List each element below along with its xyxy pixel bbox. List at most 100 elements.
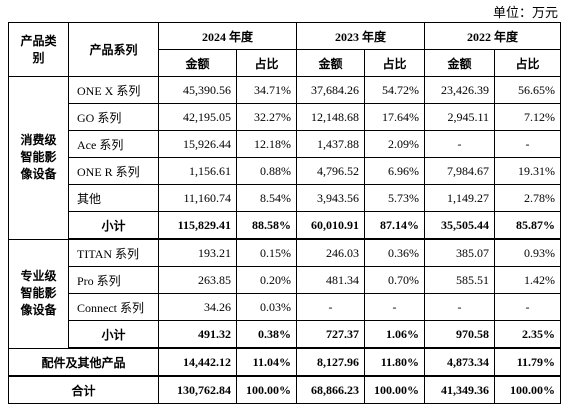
table-cell: 11.79% bbox=[494, 347, 562, 377]
table-cell: 8.54% bbox=[235, 184, 298, 212]
table-cell: 8,127.96 bbox=[296, 347, 366, 377]
table-cell: 合计 bbox=[8, 375, 159, 404]
table-cell: 金额 bbox=[158, 49, 237, 77]
table-cell: 100.00% bbox=[494, 375, 562, 404]
table-cell: 14,442.12 bbox=[158, 347, 237, 377]
table-cell: 金额 bbox=[296, 49, 366, 77]
table-cell: 0.36% bbox=[364, 238, 426, 267]
table-row: 合计 130,762.84 100.00% 68,866.23 100.00% 41,34… bbox=[8, 375, 562, 404]
table-row: ONE R 系列 1,156.61 0.88% 4,796.52 6.96% 7,984.… bbox=[9, 157, 562, 185]
table-cell: 1.06% bbox=[364, 320, 426, 349]
table-cell: 占比 bbox=[494, 49, 562, 77]
unit-label: 单位：万元 bbox=[492, 5, 558, 20]
table-cell: 11.80% bbox=[364, 347, 426, 377]
table-cell: - bbox=[494, 130, 562, 158]
table-cell: 35,505.44 bbox=[424, 211, 496, 240]
table-cell: 12,148.68 bbox=[296, 103, 366, 131]
table-cell: 0.38% bbox=[235, 320, 298, 349]
table-cell: 0.20% bbox=[235, 266, 298, 294]
table-cell: 85.87% bbox=[494, 211, 562, 240]
table-cell: 7.12% bbox=[494, 103, 562, 131]
table-cell: Pro 系列 bbox=[68, 266, 159, 294]
table-row: 配件及其他产品 14,442.12 11.04% 8,127.96 11.80% 4,87… bbox=[8, 347, 562, 377]
table-row: GO 系列 42,195.05 32.27% 12,148.68 17.64% 2,945… bbox=[9, 103, 562, 131]
table-cell: 2,945.11 bbox=[424, 103, 496, 131]
table-body: 产品类别 产品系列 2024 年度 2023 年度 2022 年度 金额 占比 金额 占比 金额占… bbox=[8, 22, 562, 404]
table-cell: 0.93% bbox=[494, 238, 562, 267]
table-cell: 1.42% bbox=[494, 266, 562, 294]
table-cell: 193.21 bbox=[158, 238, 237, 267]
table-cell: 87.14% bbox=[364, 211, 426, 240]
table-cell: 45,390.56 bbox=[158, 76, 237, 104]
table-cell: 2.09% bbox=[364, 130, 426, 158]
table-cell: 0.03% bbox=[235, 293, 298, 321]
table-row: 金额 占比 金额 占比 金额 占比 bbox=[9, 49, 562, 77]
table-cell: 3,943.56 bbox=[296, 184, 366, 212]
table-cell: 消费级智能影像设备 bbox=[8, 76, 69, 240]
table-row: 产品类别 产品系列 2024 年度 2023 年度 2022 年度 bbox=[8, 22, 562, 77]
table-cell: 585.51 bbox=[424, 266, 496, 294]
table-cell: TITAN 系列 bbox=[68, 238, 159, 267]
table-cell: 115,829.41 bbox=[158, 211, 237, 240]
table-cell: 6.96% bbox=[364, 157, 426, 185]
table-cell: 481.34 bbox=[296, 266, 366, 294]
table-cell: 产品系列 bbox=[68, 22, 159, 77]
table-cell: 88.58% bbox=[235, 211, 298, 240]
table-cell: 727.37 bbox=[296, 320, 366, 349]
table-cell: Ace 系列 bbox=[68, 130, 159, 158]
table-cell: 1,437.88 bbox=[296, 130, 366, 158]
table-cell: 4,873.34 bbox=[424, 347, 496, 377]
table-cell: ONE R 系列 bbox=[68, 157, 159, 185]
table-cell: 产品类别 bbox=[8, 22, 69, 77]
revenue-table: 产品类别 产品系列 2024 年度 2023 年度 2022 年度 金额 占比 金额 占比 金额占… bbox=[8, 22, 562, 404]
table-cell: 37,684.26 bbox=[296, 76, 366, 104]
table-cell: 34.26 bbox=[158, 293, 237, 321]
table-cell: 0.88% bbox=[235, 157, 298, 185]
table-cell: - bbox=[424, 293, 496, 321]
table-cell: 15,926.44 bbox=[158, 130, 237, 158]
table-cell: 246.03 bbox=[296, 238, 366, 267]
table-cell: - bbox=[364, 293, 426, 321]
table-cell: 34.71% bbox=[235, 76, 298, 104]
table-cell: 其他 bbox=[68, 184, 159, 212]
table-cell: 2023 年度 bbox=[296, 22, 426, 50]
table-cell: 金额 bbox=[424, 49, 496, 77]
table-cell: 491.32 bbox=[158, 320, 237, 349]
table-cell: 0.70% bbox=[364, 266, 426, 294]
table-cell: 配件及其他产品 bbox=[8, 347, 159, 377]
table-cell: 2024 年度 bbox=[157, 22, 298, 50]
table-cell: 100.00% bbox=[235, 375, 298, 404]
table-cell: 41,349.36 bbox=[424, 375, 496, 404]
table-row: Ace 系列 15,926.44 12.18% 1,437.88 2.09% - - bbox=[9, 130, 562, 158]
table-row: 其他 11,160.74 8.54% 3,943.56 5.73% 1,149.27 2.7… bbox=[9, 184, 562, 212]
table-cell: - bbox=[494, 293, 562, 321]
table-row: Pro 系列 263.85 0.20% 481.34 0.70% 585.51 1.42% bbox=[9, 266, 562, 294]
table-cell: 12.18% bbox=[235, 130, 298, 158]
table-cell: 专业级智能影像设备 bbox=[8, 238, 69, 349]
table-cell: 小计 bbox=[68, 211, 159, 240]
table-cell: 970.58 bbox=[424, 320, 496, 349]
table-row: 消费级智能影像设备 ONE X 系列 45,390.56 34.71% 37,684.2… bbox=[8, 76, 562, 240]
table-cell: 1,149.27 bbox=[424, 184, 496, 212]
table-cell: 68,866.23 bbox=[296, 375, 366, 404]
table-row: 小计 491.32 0.38% 727.37 1.06% 970.58 2.35% bbox=[9, 320, 562, 349]
table-cell: Connect 系列 bbox=[68, 293, 159, 321]
table-cell: 0.15% bbox=[235, 238, 298, 267]
table-cell: 60,010.91 bbox=[296, 211, 366, 240]
table-row: Connect 系列 34.26 0.03% - - - - bbox=[9, 293, 562, 321]
table-cell: 100.00% bbox=[364, 375, 426, 404]
table-cell: 42,195.05 bbox=[158, 103, 237, 131]
table-cell: 占比 bbox=[235, 49, 298, 77]
table-cell: 11.04% bbox=[235, 347, 298, 377]
table-row: 专业级智能影像设备 TITAN 系列 193.21 0.15% 246.03 0.36% 3… bbox=[8, 238, 562, 349]
table-cell: 2.78% bbox=[494, 184, 562, 212]
table-cell: 占比 bbox=[364, 49, 426, 77]
table-cell: 4,796.52 bbox=[296, 157, 366, 185]
table-cell: ONE X 系列 bbox=[68, 76, 159, 104]
table-cell: 32.27% bbox=[235, 103, 298, 131]
table-cell: 1,156.61 bbox=[158, 157, 237, 185]
table-cell: 17.64% bbox=[364, 103, 426, 131]
table-cell: - bbox=[296, 293, 366, 321]
table-cell: 130,762.84 bbox=[158, 375, 237, 404]
